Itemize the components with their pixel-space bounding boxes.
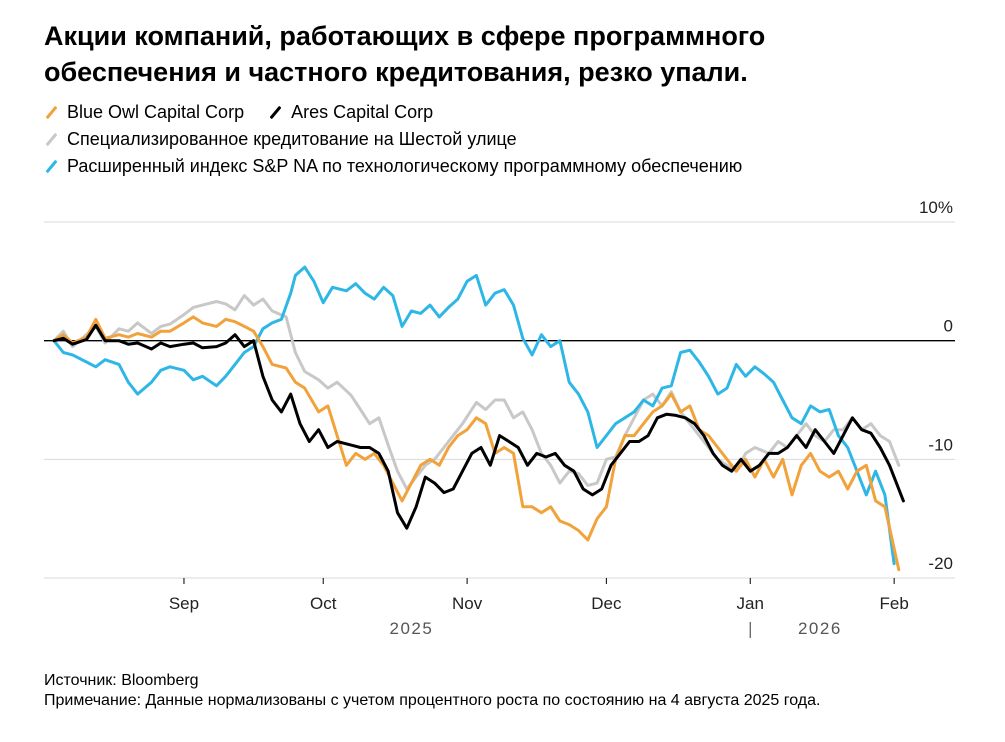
x-tick-label: Oct: [310, 594, 337, 613]
series-line-3: [52, 323, 905, 530]
y-tick-label: 0: [944, 317, 953, 336]
y-tick-label: -20: [928, 554, 953, 573]
x-tick-label: Feb: [880, 594, 909, 613]
legend-item: Blue Owl Capital Corp: [44, 102, 244, 123]
legend-item: Ares Capital Corp: [268, 102, 433, 123]
legend-row: Расширенный индекс S&P NA по технологиче…: [44, 153, 964, 180]
legend: Blue Owl Capital Corp Ares Capital Corp Сп…: [44, 99, 964, 180]
methodology-note: Примечание: Данные нормализованы с учето…: [44, 692, 821, 709]
year-label: 2025: [389, 619, 433, 638]
series-line-2: [52, 315, 901, 572]
year-label: 2026: [798, 619, 842, 638]
legend-label: Расширенный индекс S&P NA по технологиче…: [67, 156, 743, 176]
legend-row: Blue Owl Capital Corp Ares Capital Corp: [44, 99, 964, 126]
grid-lines: [44, 221, 955, 579]
x-tick-label: Jan: [737, 594, 764, 613]
y-axis: 10% 0 -10 -20: [919, 198, 953, 573]
x-axis: Sep Oct Nov Dec Jan Feb 2025 2026: [169, 578, 909, 638]
legend-item: Специализированное кредитование на Шесто…: [44, 129, 517, 150]
series-line-1: [52, 265, 896, 566]
source-note: Источник: Bloomberg: [44, 672, 199, 689]
chart-title: Акции компаний, работающих в сфере прогр…: [44, 21, 766, 87]
footer: Источник: Bloomberg Примечание: Данные н…: [44, 671, 820, 711]
legend-label: Ares Capital Corp: [291, 102, 434, 122]
legend-label: Специализированное кредитование на Шесто…: [67, 129, 517, 149]
legend-row: Специализированное кредитование на Шесто…: [44, 126, 964, 153]
x-tick-label: Sep: [169, 594, 199, 613]
legend-item: Расширенный индекс S&P NA по технологиче…: [44, 156, 742, 177]
legend-label: Blue Owl Capital Corp: [67, 102, 245, 122]
y-tick-label: -10: [928, 435, 953, 454]
y-tick-label: 10%: [919, 198, 953, 217]
x-tick-label: Nov: [452, 594, 483, 613]
x-tick-label: Dec: [591, 594, 622, 613]
series-line-0: [52, 294, 901, 491]
series-lines: [52, 265, 905, 572]
